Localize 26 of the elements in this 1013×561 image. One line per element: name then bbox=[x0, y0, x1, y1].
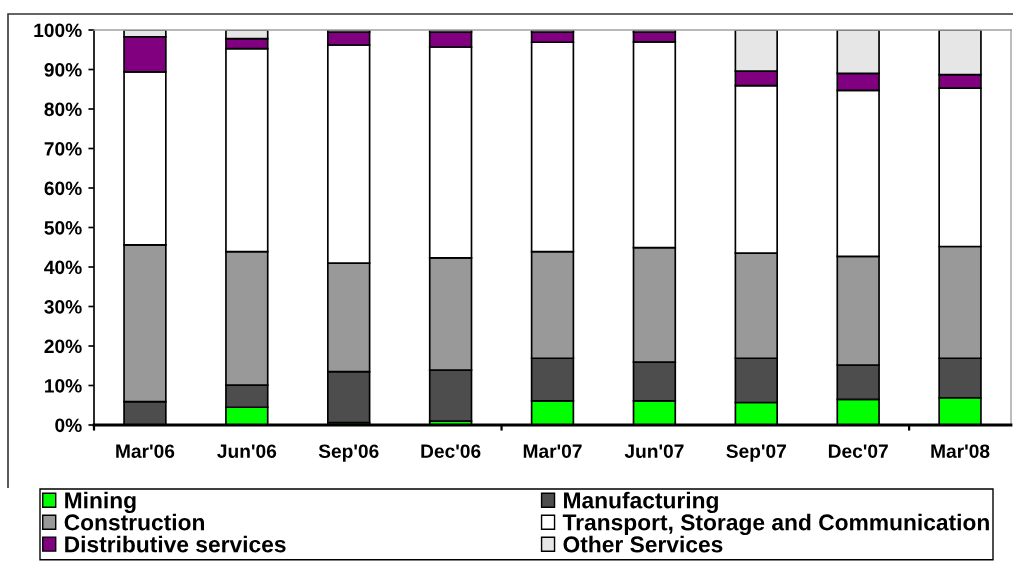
y-tick-label: 40% bbox=[44, 260, 82, 275]
legend-label: Transport, Storage and Communication bbox=[562, 513, 989, 536]
y-tick-label: 0% bbox=[55, 418, 82, 433]
x-tick-label: Mar'08 bbox=[931, 444, 990, 458]
y-tick-label: 80% bbox=[44, 102, 82, 117]
x-tick-label: Dec'06 bbox=[421, 444, 481, 458]
legend-label: Distributive services bbox=[65, 535, 286, 553]
legend-label: Construction bbox=[64, 513, 204, 531]
y-tick-label: 10% bbox=[45, 379, 82, 393]
y-tick-label: 100% bbox=[34, 23, 82, 38]
legend-label: Manufacturing bbox=[564, 491, 718, 514]
x-tick-label: Dec'07 bbox=[828, 444, 888, 458]
x-tick-label: Mar'07 bbox=[523, 444, 582, 458]
legend-label: Other Services bbox=[563, 535, 723, 553]
legend-label: Mining bbox=[65, 491, 136, 514]
y-tick-label: 60% bbox=[44, 181, 82, 196]
y-tick-label: 30% bbox=[44, 300, 82, 314]
x-tick-label: Mar'06 bbox=[116, 444, 175, 458]
x-tick-label: Jun'07 bbox=[624, 444, 684, 458]
y-tick-label: 90% bbox=[44, 63, 82, 77]
x-tick-label: Sep'07 bbox=[726, 444, 786, 462]
y-tick-label: 70% bbox=[44, 142, 82, 156]
x-tick-label: Sep'06 bbox=[318, 444, 379, 462]
x-tick-label: Jun'06 bbox=[217, 444, 277, 458]
y-tick-label: 50% bbox=[44, 221, 82, 235]
y-tick-label: 20% bbox=[44, 339, 82, 354]
